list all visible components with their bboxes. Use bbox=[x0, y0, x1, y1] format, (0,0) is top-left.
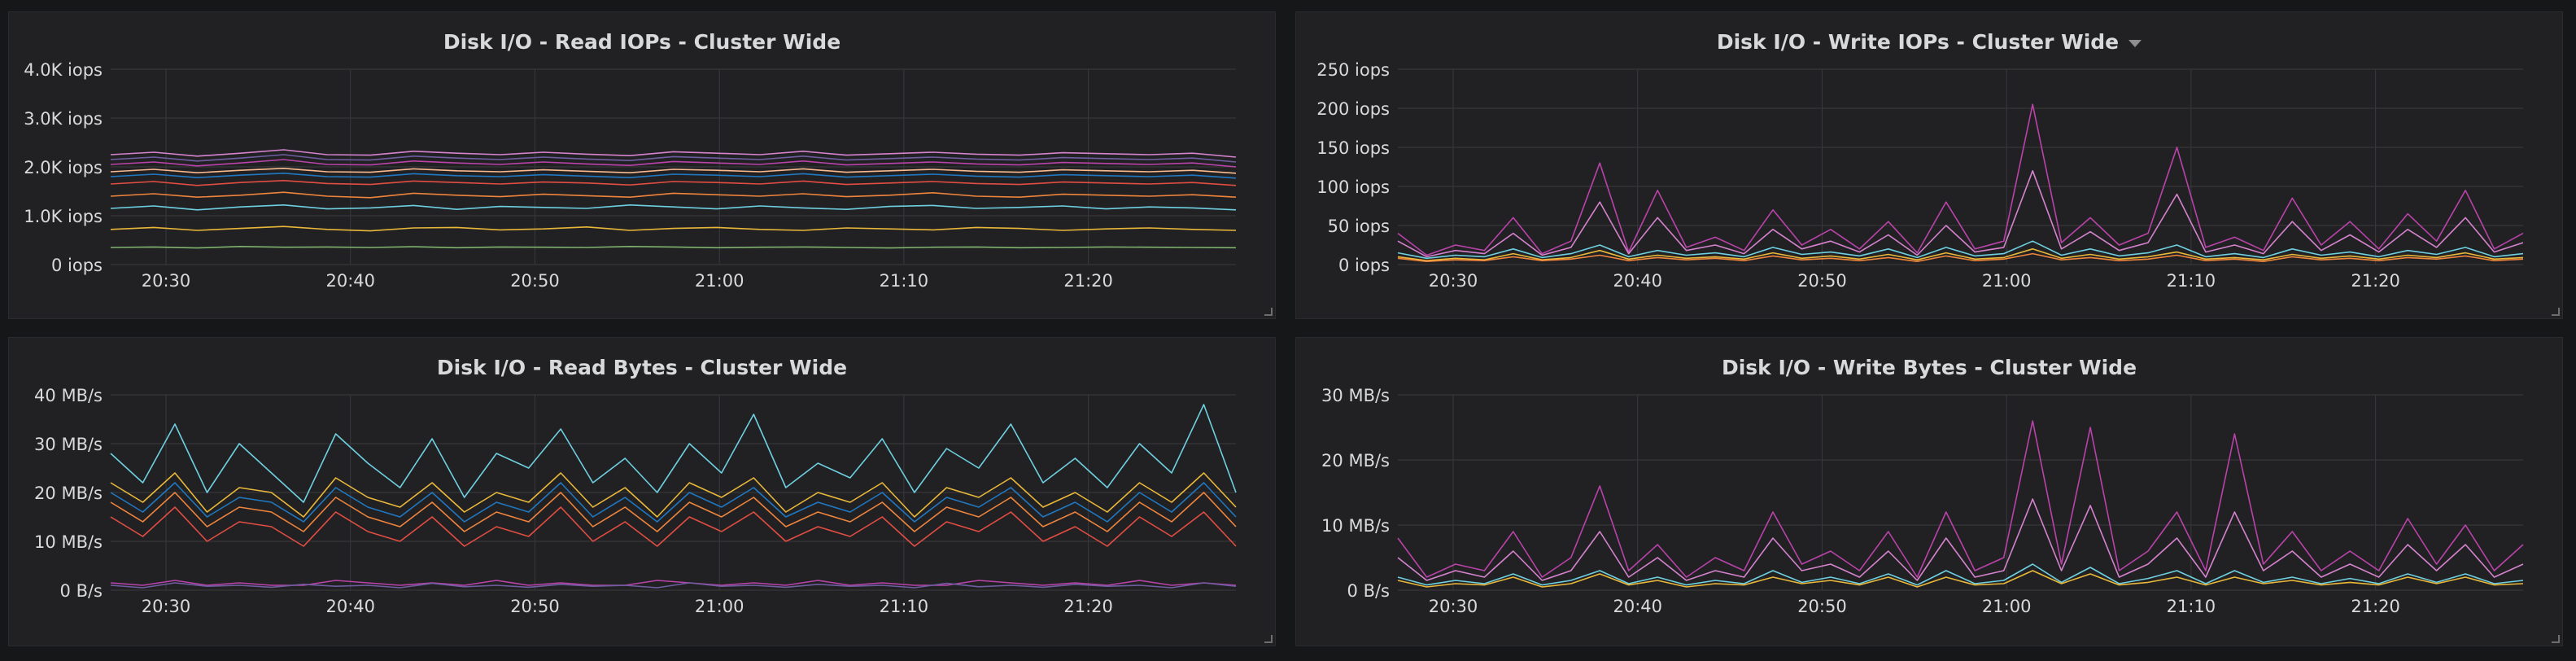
x-tick-label: 20:30 bbox=[142, 597, 191, 616]
y-tick-label: 10 MB/s bbox=[34, 532, 103, 552]
write-iops-chart: 0 iops 50 iops 100 iops 150 iops 200 iops 250… bbox=[1316, 60, 2524, 291]
series-line-0 bbox=[1397, 420, 2524, 578]
y-tick-label: 1.0K iops bbox=[24, 207, 103, 226]
x-tick-label: 20:30 bbox=[142, 271, 191, 291]
x-tick-label: 21:10 bbox=[2167, 597, 2216, 616]
y-tick-label: 2.0K iops bbox=[24, 158, 103, 177]
x-tick-label: 21:20 bbox=[1063, 271, 1113, 291]
x-tick-label: 20:50 bbox=[1797, 271, 1847, 291]
y-tick-label: 250 iops bbox=[1316, 60, 1390, 80]
x-tick-label: 21:10 bbox=[880, 597, 929, 616]
series-line-3 bbox=[1397, 247, 2524, 262]
read-bytes-chart: 0 B/s 10 MB/s 20 MB/s 30 MB/s 40 MB/s 20:30 20… bbox=[34, 386, 1237, 616]
series-line-9 bbox=[110, 149, 1237, 158]
y-tick-label: 150 iops bbox=[1316, 138, 1390, 158]
panel-title[interactable]: Disk I/O - Write Bytes - Cluster Wide bbox=[1721, 356, 2137, 379]
y-tick-label: 4.0K iops bbox=[24, 60, 103, 80]
series-line-3 bbox=[110, 506, 1237, 547]
resize-handle-icon[interactable] bbox=[2552, 308, 2560, 316]
resize-handle-icon[interactable] bbox=[1264, 308, 1273, 316]
y-tick-label: 30 MB/s bbox=[1321, 386, 1390, 405]
panel-title[interactable]: Disk I/O - Read IOPs - Cluster Wide bbox=[443, 30, 841, 54]
x-tick-label: 21:00 bbox=[1982, 271, 2032, 291]
x-tick-label: 21:20 bbox=[2351, 271, 2400, 291]
x-tick-label: 20:50 bbox=[1797, 597, 1847, 616]
write-iops-panel: Disk I/O - Write IOPs - Cluster Wide 0 i… bbox=[1295, 11, 2563, 319]
series-line-6 bbox=[110, 168, 1237, 174]
series-line-4 bbox=[1397, 252, 2524, 263]
x-tick-label: 20:40 bbox=[325, 597, 375, 616]
read-iops-panel: Disk I/O - Read IOPs - Cluster Wide 0 io… bbox=[8, 11, 1276, 319]
x-tick-label: 20:40 bbox=[1613, 271, 1662, 291]
x-tick-label: 21:10 bbox=[880, 271, 929, 291]
y-tick-label: 0 iops bbox=[51, 256, 103, 275]
x-tick-label: 21:00 bbox=[695, 271, 744, 291]
x-tick-label: 20:50 bbox=[510, 597, 560, 616]
series-line-0 bbox=[1397, 103, 2524, 256]
series-line-8 bbox=[110, 154, 1237, 163]
y-tick-label: 20 MB/s bbox=[34, 484, 103, 503]
y-tick-label: 40 MB/s bbox=[34, 386, 103, 405]
series-line-1 bbox=[110, 472, 1237, 518]
x-tick-label: 20:40 bbox=[1613, 597, 1662, 616]
series-line-2 bbox=[110, 492, 1237, 532]
y-tick-label: 30 MB/s bbox=[34, 435, 103, 454]
y-tick-label: 10 MB/s bbox=[1321, 516, 1390, 536]
x-tick-label: 20:30 bbox=[1429, 597, 1478, 616]
series-line-0 bbox=[110, 245, 1237, 249]
series-line-5 bbox=[110, 173, 1237, 179]
series-line-1 bbox=[110, 225, 1237, 232]
resize-handle-icon[interactable] bbox=[1264, 635, 1273, 643]
series-line-1 bbox=[1397, 170, 2524, 258]
x-tick-label: 20:30 bbox=[1429, 271, 1478, 291]
x-tick-label: 20:40 bbox=[325, 271, 375, 291]
write-bytes-panel: Disk I/O - Write Bytes - Cluster Wide 0 … bbox=[1295, 337, 2563, 646]
y-tick-label: 3.0K iops bbox=[24, 109, 103, 129]
series-line-2 bbox=[1397, 240, 2524, 260]
series-line-0 bbox=[110, 404, 1237, 503]
series-line-6 bbox=[110, 582, 1237, 589]
series-line-3 bbox=[110, 191, 1237, 199]
y-tick-label: 50 iops bbox=[1328, 217, 1390, 236]
y-tick-label: 0 iops bbox=[1338, 256, 1390, 275]
x-tick-label: 21:00 bbox=[695, 597, 744, 616]
x-tick-label: 21:10 bbox=[2167, 271, 2216, 291]
y-tick-label: 200 iops bbox=[1316, 99, 1390, 119]
x-tick-label: 20:50 bbox=[510, 271, 560, 291]
series-line-4 bbox=[110, 180, 1237, 186]
series-line-2 bbox=[1397, 563, 2524, 586]
series-line-7 bbox=[110, 159, 1237, 168]
series-line-1 bbox=[1397, 498, 2524, 581]
write-bytes-chart: 0 B/s 10 MB/s 20 MB/s 30 MB/s 20:30 20:40 20:5… bbox=[1321, 386, 2524, 616]
read-iops-chart: 0 iops 1.0K iops 2.0K iops 3.0K iops 4.0K io… bbox=[24, 60, 1237, 291]
x-tick-label: 21:00 bbox=[1982, 597, 2032, 616]
x-tick-label: 21:20 bbox=[2351, 597, 2400, 616]
read-bytes-panel: Disk I/O - Read Bytes - Cluster Wide 0 B… bbox=[8, 337, 1276, 646]
panel-title-text: Disk I/O - Write IOPs - Cluster Wide bbox=[1716, 30, 2120, 54]
x-tick-label: 21:20 bbox=[1063, 597, 1113, 616]
resize-handle-icon[interactable] bbox=[2552, 635, 2560, 643]
series-line-2 bbox=[110, 204, 1237, 211]
panel-title[interactable]: Disk I/O - Read Bytes - Cluster Wide bbox=[436, 356, 848, 379]
y-tick-label: 100 iops bbox=[1316, 177, 1390, 197]
y-tick-label: 20 MB/s bbox=[1321, 451, 1390, 471]
panel-title[interactable]: Disk I/O - Write IOPs - Cluster Wide bbox=[1296, 30, 2562, 54]
y-tick-label: 0 B/s bbox=[60, 581, 103, 601]
y-tick-label: 0 B/s bbox=[1347, 581, 1390, 601]
series-line-4 bbox=[110, 482, 1237, 523]
dropdown-caret-icon[interactable] bbox=[2128, 39, 2142, 47]
series-line-3 bbox=[1397, 570, 2524, 588]
